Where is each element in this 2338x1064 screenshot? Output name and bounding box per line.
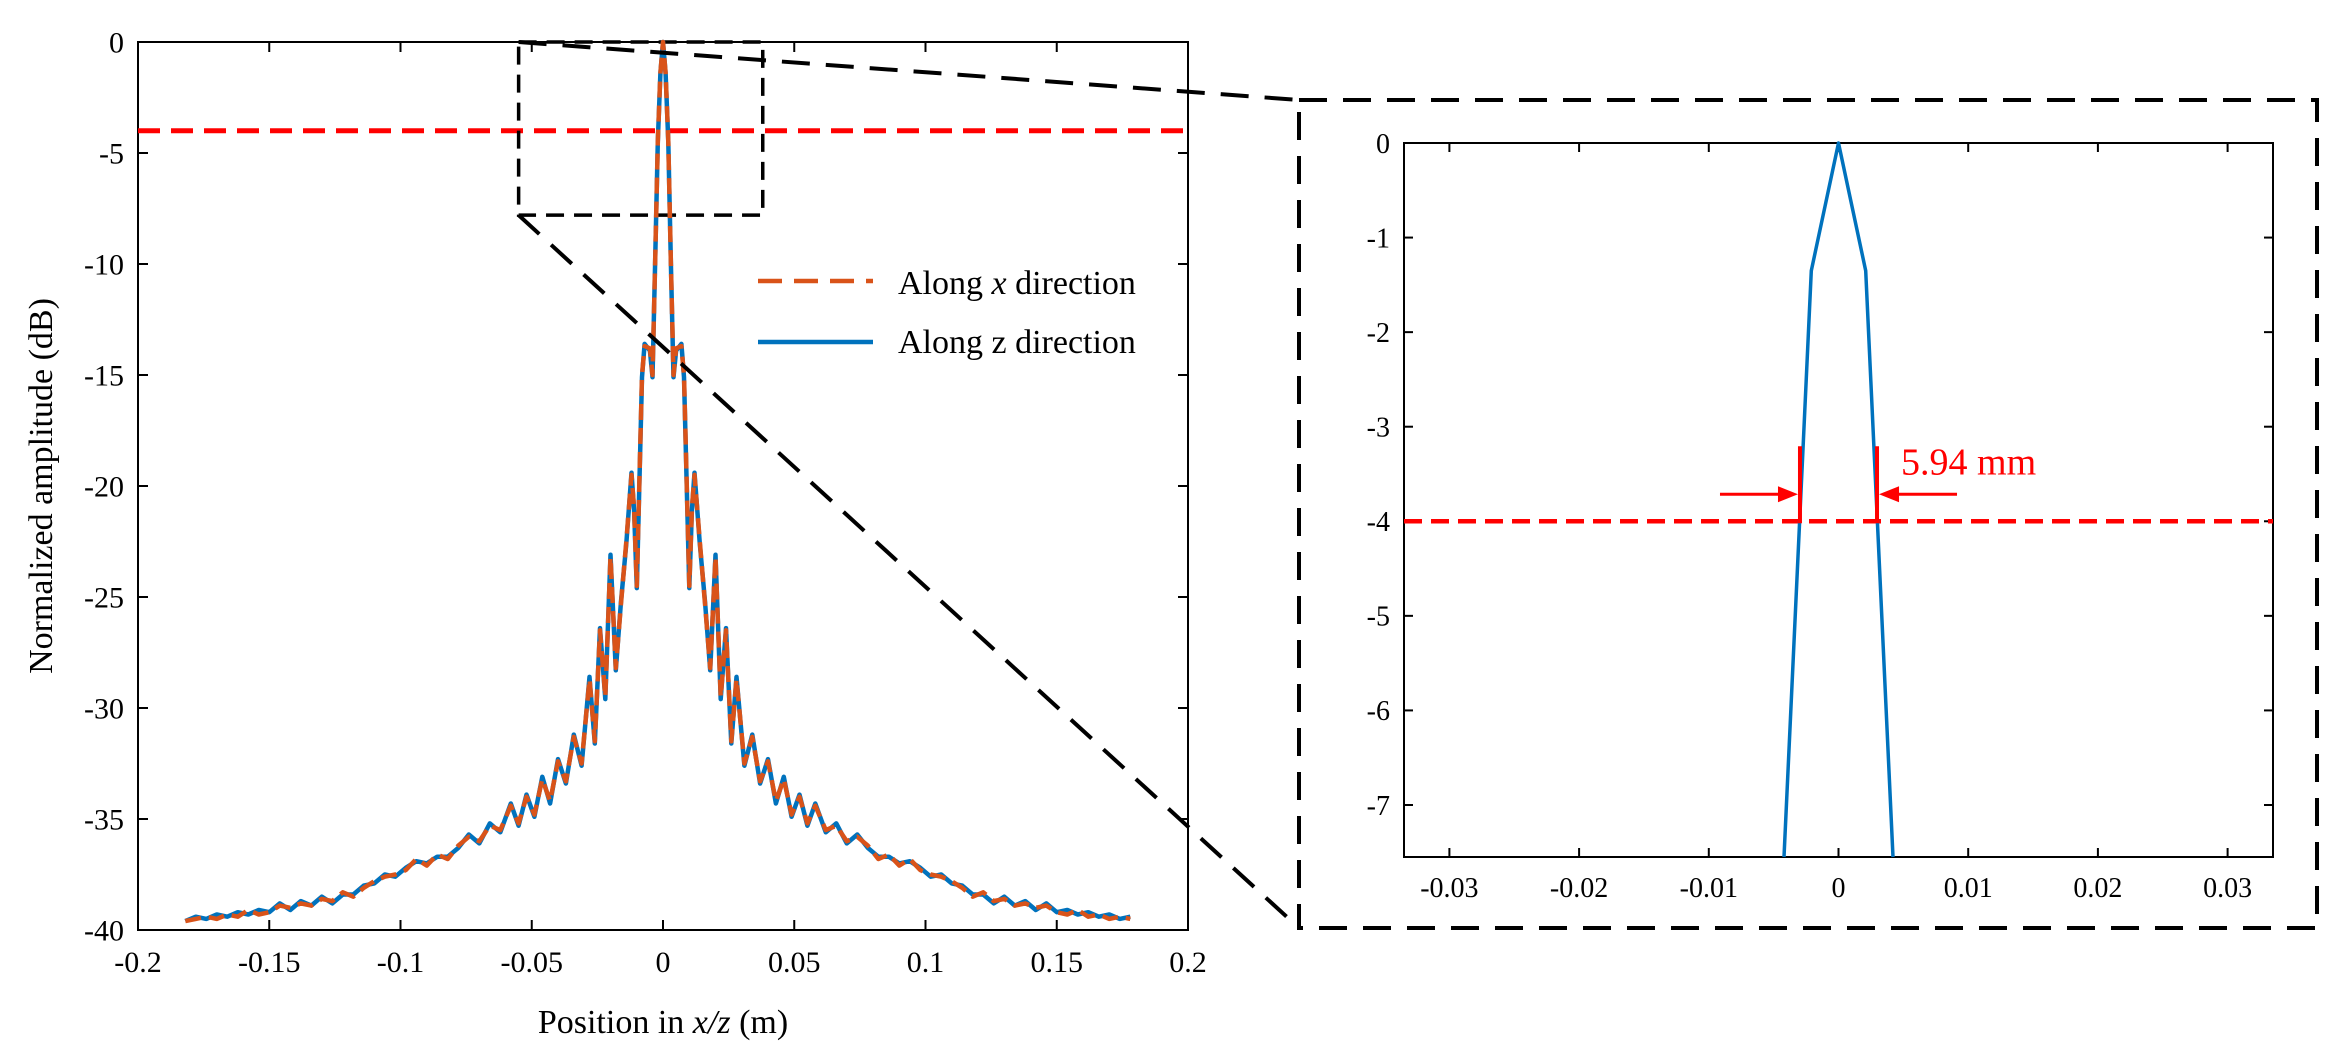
inset-ytick-label: -2 bbox=[1367, 318, 1390, 349]
zoom-box bbox=[516, 40, 765, 217]
inset-xtick-label: -0.02 bbox=[1550, 873, 1608, 904]
legend-label-z: Along z direction bbox=[898, 324, 1136, 361]
inset-ytick-label: -1 bbox=[1367, 223, 1390, 254]
main-ytick-label: 0 bbox=[109, 27, 124, 60]
inset-ytick-label: -5 bbox=[1367, 602, 1390, 633]
main-y-axis-label: Normalized amplitude (dB) bbox=[23, 298, 60, 674]
main-xtick-label: 0.1 bbox=[907, 946, 945, 979]
inset-series-line-z bbox=[1782, 141, 1895, 858]
main-ytick-label: -5 bbox=[99, 138, 124, 171]
inset-chart: 0 -1 -2 -3 -4 -5 -6 -7 -0.03 -0.02 -0.01 0 0.01 0.02… bbox=[1297, 98, 2319, 930]
main-xtick-label: 0 bbox=[656, 946, 671, 979]
inset-ytick-label: -7 bbox=[1367, 791, 1390, 822]
inset-ytick-label: -6 bbox=[1367, 696, 1390, 727]
inset-xtick-label: 0 bbox=[1832, 873, 1846, 904]
main-y-axis: 0 -5 -10 -15 -20 -25 -30 -35 -40 bbox=[84, 27, 1188, 948]
main-ytick-label: -20 bbox=[84, 471, 124, 504]
series-line-z bbox=[184, 39, 1131, 924]
inset-xtick-label: -0.01 bbox=[1680, 873, 1738, 904]
main-xtick-label: -0.1 bbox=[377, 946, 425, 979]
inset-ytick-label: 0 bbox=[1376, 129, 1390, 160]
beam-width-left-arrowhead bbox=[1777, 486, 1798, 503]
beam-width-label: 5.94 mm bbox=[1901, 441, 2036, 483]
main-plot-frame bbox=[137, 41, 1189, 931]
main-x-axis: -0.2 -0.15 -0.1 -0.05 0 0.05 0.1 0.15 0.2 bbox=[114, 42, 1207, 979]
main-x-axis-label: Position in x/z (m) bbox=[538, 1004, 788, 1041]
inset-x-axis: -0.03 -0.02 -0.01 0 0.01 0.02 0.03 bbox=[1420, 143, 2252, 904]
main-ytick-label: -40 bbox=[84, 915, 124, 948]
inset-y-axis: 0 -1 -2 -3 -4 -5 -6 -7 bbox=[1367, 129, 2273, 822]
inset-ytick-label: -4 bbox=[1367, 507, 1390, 538]
main-ytick-label: -10 bbox=[84, 249, 124, 282]
inset-xtick-label: -0.03 bbox=[1420, 873, 1478, 904]
beam-width-right-arrowhead bbox=[1879, 486, 1900, 503]
main-xtick-label: 0.2 bbox=[1169, 946, 1207, 979]
series-line-x bbox=[184, 39, 1131, 924]
main-chart: 0-5-10-15-20-25-30-35-40 -0.2 -0.15 -0.1 -0… bbox=[23, 27, 1207, 1042]
main-ytick-label: -30 bbox=[84, 693, 124, 726]
main-xtick-label: 0.15 bbox=[1031, 946, 1084, 979]
main-xtick-label: -0.15 bbox=[238, 946, 301, 979]
zoom-connector-top bbox=[518, 40, 1300, 102]
main-xtick-label: -0.05 bbox=[501, 946, 564, 979]
main-xtick-label: 0.05 bbox=[768, 946, 821, 979]
inset-ytick-label: -3 bbox=[1367, 413, 1390, 444]
legend: Along x direction Along z direction bbox=[758, 265, 1136, 361]
beam-width-annotation: 5.94 mm bbox=[1719, 441, 2036, 524]
main-xtick-label: -0.2 bbox=[114, 946, 162, 979]
main-ytick-label: -35 bbox=[84, 804, 124, 837]
inset-xtick-label: 0.03 bbox=[2203, 873, 2252, 904]
main-ytick-label: -15 bbox=[84, 360, 124, 393]
legend-label-x: Along x direction bbox=[898, 265, 1136, 302]
main-ytick-label: -25 bbox=[84, 582, 124, 615]
zoom-connector-bottom bbox=[517, 213, 1301, 930]
inset-xtick-label: 0.02 bbox=[2073, 873, 2122, 904]
inset-outer-frame bbox=[1297, 98, 2319, 930]
inset-xtick-label: 0.01 bbox=[1944, 873, 1993, 904]
